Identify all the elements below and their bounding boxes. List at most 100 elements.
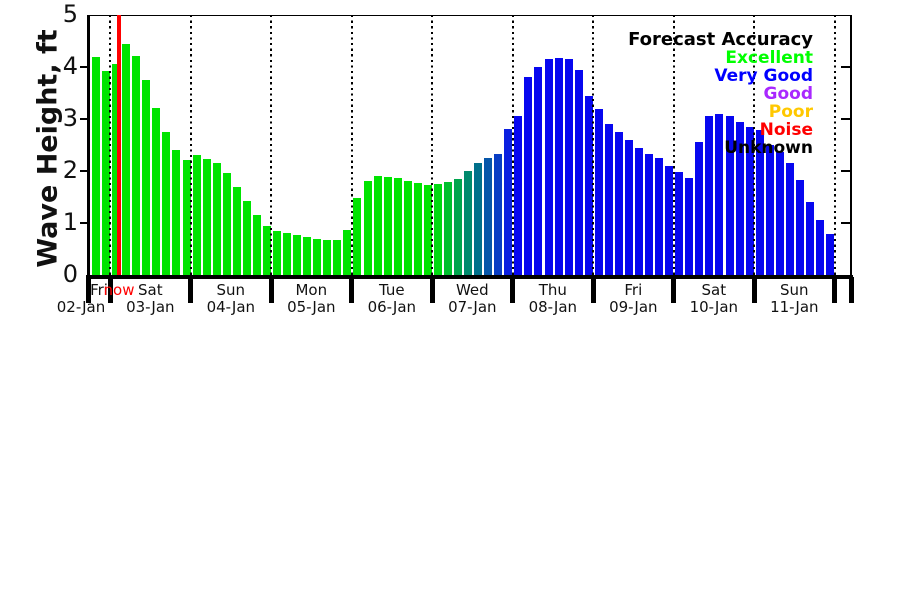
wave-height-bar [454,178,462,275]
wave-height-bar [252,215,261,275]
x-axis-day-label: Tue [378,281,405,299]
wave-height-bar [433,184,442,275]
wave-height-bar [202,158,211,275]
wave-height-bar [705,116,714,275]
wave-height-bar [816,220,824,275]
wave-height-bar [192,155,201,275]
wave-height-bar [715,113,724,275]
wave-height-bar [795,180,804,275]
plot-frame-right [850,14,853,279]
wave-height-bar [313,238,322,275]
x-axis-day-label: Mon [295,281,328,299]
x-axis-day-tick [832,277,837,303]
y-axis-line [86,14,90,279]
wave-height-bar [413,183,422,275]
wave-height-bar [464,171,472,275]
legend-entry-excellent: Excellent [725,48,813,68]
x-axis-date-label: 11-Jan [770,298,819,316]
legend-entry-very-good: Very Good [714,66,813,86]
wave-height-bar [725,116,734,275]
x-axis-day-tick [510,277,515,303]
wave-height-bar [283,233,291,275]
wave-height-bar [504,129,513,275]
y-tick-label: 2 [62,156,78,184]
y-tick-label: 4 [62,52,78,80]
x-axis-day-label: Sat [137,281,163,299]
wave-height-bar [594,108,603,275]
wave-height-bar [162,132,171,275]
plot-frame-top [88,14,852,17]
day-boundary-gridline [672,15,675,275]
x-axis-date-label: 07-Jan [448,298,497,316]
x-axis-day-tick [85,277,91,303]
day-boundary-gridline [592,15,594,275]
now-label: now [103,281,135,299]
wave-height-bar [353,198,362,275]
x-axis-day-tick [590,277,596,303]
x-axis-day-tick [349,277,354,303]
wave-height-bar [383,176,392,275]
x-axis-day-label: Wed [455,281,489,299]
day-boundary-gridline [189,15,192,275]
x-axis-day-tick [429,277,435,303]
wave-height-bar [273,231,281,275]
wave-height-bar [665,165,674,275]
x-axis-day-label: Fri [90,281,108,299]
wave-height-bar [333,239,342,275]
x-axis-day-tick [107,277,113,303]
wave-height-bar [805,202,814,275]
wave-height-bar [112,64,121,275]
y-tick-label: 0 [62,260,78,288]
wave-height-bar [785,163,794,275]
legend-title: Forecast Accuracy [628,29,813,50]
wave-height-bar [534,67,543,275]
wave-height-bar [343,229,352,275]
y-axis-tick-right [840,66,851,69]
x-axis-day-label: Fri [624,281,643,299]
x-axis-day-tick [751,277,757,303]
wave-height-bar [765,145,774,275]
wave-height-bar [494,153,503,275]
wave-height-bar [142,80,151,275]
day-boundary-gridline [109,15,111,275]
x-axis-day-label: Sun [216,281,246,299]
wave-height-bar [393,177,402,275]
wave-height-bar [685,177,694,275]
wave-height-bar [564,59,573,275]
wave-height-bar [92,56,100,275]
day-boundary-gridline [270,15,272,275]
now-line [116,15,121,275]
x-axis-day-label: Sun [780,281,809,299]
wave-height-bar [604,124,613,275]
wave-height-bar [403,181,412,275]
wave-height-bar [172,150,181,275]
wave-height-bar [363,181,372,275]
wave-height-bar [293,235,302,275]
wave-height-bar [745,126,754,275]
wave-height-bar [655,158,664,275]
day-boundary-gridline [753,15,755,275]
y-axis-tick-right [840,118,851,121]
x-axis-day-tick [188,277,193,303]
y-tick-label: 5 [62,0,78,28]
wave-height-bar [443,182,452,275]
y-axis-tick-right [840,170,851,173]
x-axis-date-label: 05-Jan [287,298,336,316]
wave-height-bar [373,176,382,275]
wave-height-bar [132,55,141,275]
wave-height-bar [574,69,583,275]
x-axis-day-tick [268,277,274,303]
wave-height-bar [584,95,593,275]
y-axis-tick-left [79,118,87,121]
wave-height-bar [514,116,523,275]
wave-height-bar [212,163,221,275]
x-axis-date-label: 03-Jan [126,298,175,316]
x-axis-day-label: Thu [538,281,567,299]
day-boundary-gridline [833,15,836,275]
wave-height-bar [262,225,271,275]
wave-height-bar [645,153,653,275]
legend-entry-noise: Noise [759,120,813,140]
x-axis-date-label: 02-Jan [56,298,106,316]
wave-height-bar [323,239,332,275]
wave-height-bar [624,139,633,275]
